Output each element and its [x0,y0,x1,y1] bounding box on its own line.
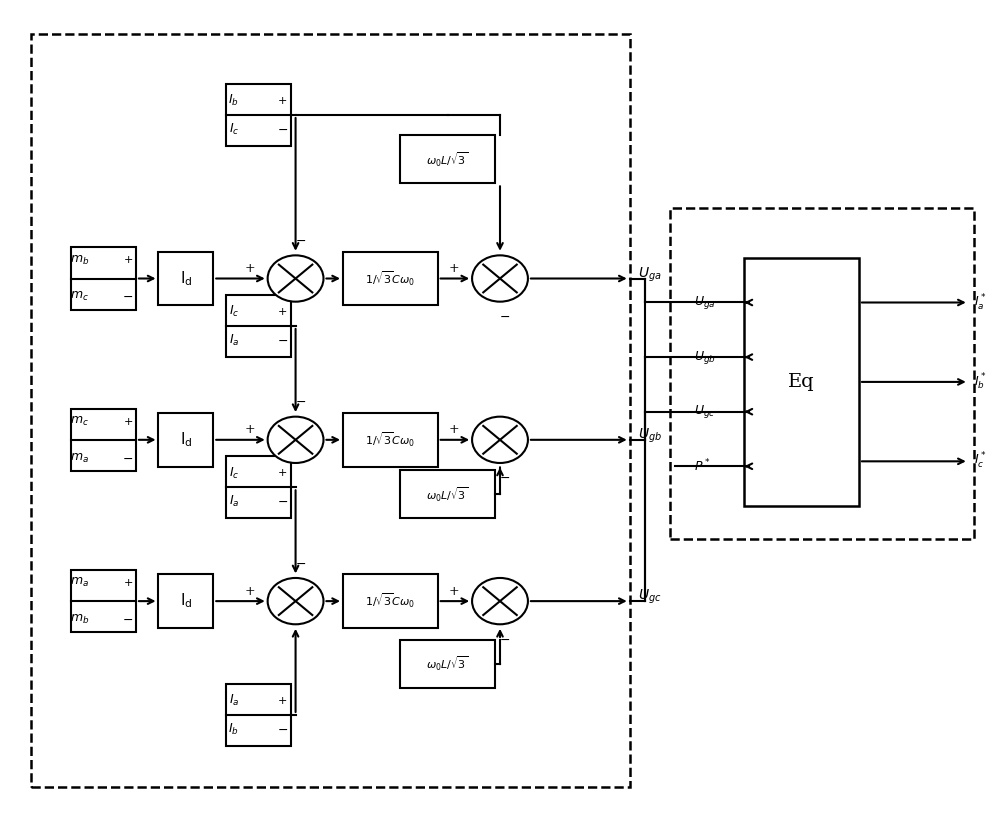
Text: +: + [123,256,133,266]
Text: +: + [244,423,255,437]
Text: $-$: $-$ [122,290,134,303]
Text: +: + [244,584,255,598]
Bar [71,570,136,632]
Bar [226,457,291,519]
Text: +: + [449,262,459,275]
Text: $I_a$: $I_a$ [229,333,239,348]
Text: $U_{gb}$: $U_{gb}$ [638,427,662,445]
Bar [226,295,291,357]
Text: $m_c$: $m_c$ [70,290,89,303]
Text: $m_a$: $m_a$ [70,452,89,465]
Text: $-$: $-$ [122,613,134,626]
Bar [343,574,438,628]
Bar [744,258,859,506]
Text: $I_c$: $I_c$ [229,466,239,481]
Text: +: + [123,578,133,588]
Bar [400,471,495,519]
Text: $\omega_0 L/\sqrt{3}$: $\omega_0 L/\sqrt{3}$ [426,150,469,168]
Circle shape [268,417,323,463]
Bar [400,135,495,183]
Text: $U_{gb}$: $U_{gb}$ [694,349,716,365]
Text: $-$: $-$ [277,123,288,136]
Bar [343,251,438,305]
Text: $\omega_0 L/\sqrt{3}$: $\omega_0 L/\sqrt{3}$ [426,486,469,504]
Text: $I_c$: $I_c$ [229,305,239,320]
Text: $I_c$: $I_c$ [229,122,239,137]
Text: $U_{ga}$: $U_{ga}$ [694,294,716,311]
Circle shape [268,578,323,624]
Text: $I_b$: $I_b$ [228,721,239,737]
Circle shape [472,256,528,301]
Bar [158,574,213,628]
Text: Eq: Eq [788,373,815,391]
Text: $U_{gc}$: $U_{gc}$ [694,403,716,420]
Text: $I_b^*$: $I_b^*$ [974,372,986,392]
Text: +: + [278,696,287,706]
Text: $P^*$: $P^*$ [694,458,711,475]
Text: $m_a$: $m_a$ [70,576,89,589]
Text: $-$: $-$ [277,334,288,347]
Text: +: + [278,95,287,106]
Text: $-$: $-$ [499,632,511,646]
Text: $1/\sqrt{3}C\omega_0$: $1/\sqrt{3}C\omega_0$ [365,269,415,288]
Text: +: + [449,584,459,598]
Bar [158,251,213,305]
Text: $I_a$: $I_a$ [229,693,239,708]
Circle shape [472,417,528,463]
Text: $I_a^*$: $I_a^*$ [974,292,986,313]
Text: $I_a$: $I_a$ [229,494,239,509]
Text: +: + [244,262,255,275]
Text: $I_b$: $I_b$ [228,93,239,109]
Text: +: + [123,417,133,427]
Text: $1/\sqrt{3}C\omega_0$: $1/\sqrt{3}C\omega_0$ [365,431,415,449]
Bar [226,684,291,746]
Text: $-$: $-$ [295,234,306,247]
Text: $\mathrm{I_d}$: $\mathrm{I_d}$ [180,592,192,611]
Text: +: + [278,468,287,478]
Text: $m_b$: $m_b$ [70,254,89,267]
Text: $U_{gc}$: $U_{gc}$ [638,588,661,606]
Text: $\mathrm{I_d}$: $\mathrm{I_d}$ [180,431,192,449]
Text: $-$: $-$ [295,557,306,569]
Circle shape [268,256,323,301]
Text: $-$: $-$ [499,471,511,485]
Text: $U_{ga}$: $U_{ga}$ [638,266,661,284]
Text: $-$: $-$ [122,452,134,465]
Text: $-$: $-$ [295,395,306,408]
Bar [400,640,495,688]
Text: $\mathrm{I_d}$: $\mathrm{I_d}$ [180,269,192,288]
Bar [670,208,974,539]
Text: $1/\sqrt{3}C\omega_0$: $1/\sqrt{3}C\omega_0$ [365,592,415,610]
Text: $m_b$: $m_b$ [70,613,89,626]
Text: +: + [449,423,459,437]
Circle shape [472,578,528,624]
Text: $-$: $-$ [277,723,288,735]
Bar [343,413,438,466]
Text: $-$: $-$ [277,496,288,508]
Text: $m_c$: $m_c$ [70,415,89,428]
Bar [226,84,291,146]
Text: $\omega_0 L/\sqrt{3}$: $\omega_0 L/\sqrt{3}$ [426,655,469,673]
Text: +: + [278,307,287,317]
Bar [71,247,136,310]
Text: $I_c^*$: $I_c^*$ [974,452,986,471]
Bar [31,35,630,787]
Bar [71,409,136,471]
Text: $-$: $-$ [499,310,511,323]
Bar [158,413,213,466]
